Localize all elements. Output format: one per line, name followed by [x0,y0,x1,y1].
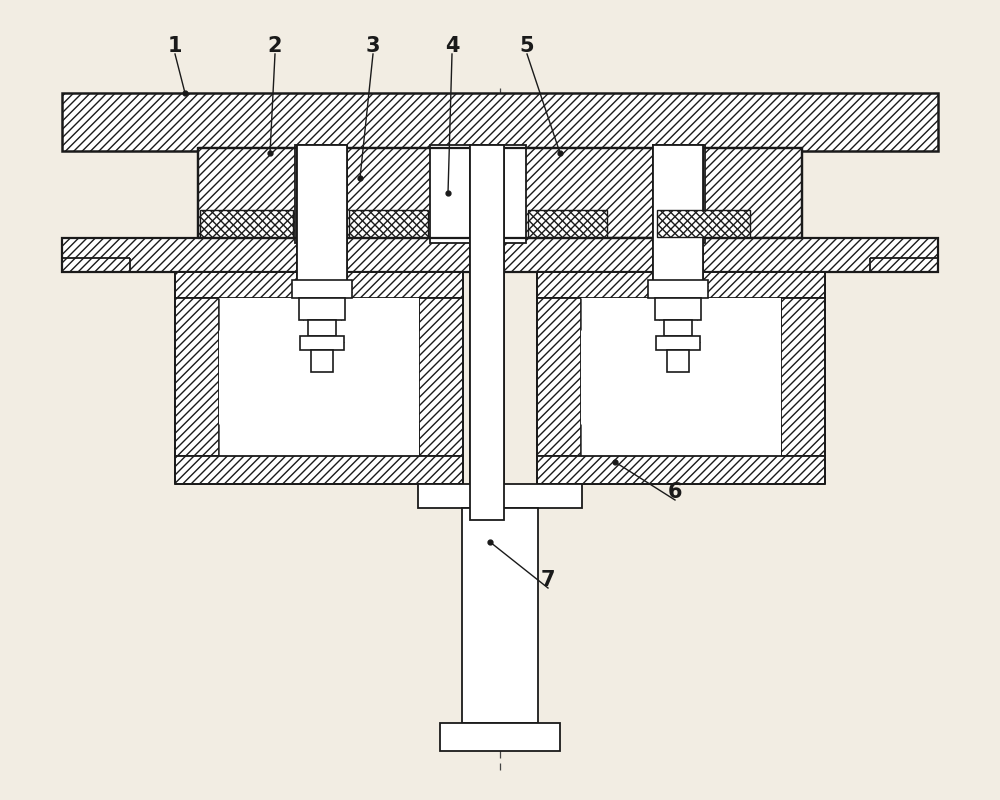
Bar [300,336,344,350]
Bar [311,350,333,372]
Bar [537,272,825,298]
Bar [297,145,347,297]
Bar [308,320,336,336]
Bar [655,298,701,320]
Text: 5: 5 [520,36,534,56]
Text: 2: 2 [268,36,282,56]
Bar [537,298,581,456]
Bar [175,456,463,484]
Bar [349,210,428,237]
Bar [528,210,607,237]
Bar [657,210,750,237]
Bar [198,148,802,238]
Bar [175,298,219,456]
Bar [781,298,825,456]
Bar [292,280,352,298]
Bar [581,298,781,456]
Bar [537,456,825,484]
Bar [419,298,463,456]
Bar [664,320,692,336]
Bar [200,210,293,237]
Bar [656,336,700,350]
Bar [62,93,938,151]
Bar [653,145,703,297]
Bar [295,145,347,243]
Bar [418,484,582,508]
Text: 6: 6 [668,482,682,502]
Bar [175,272,463,298]
Bar [476,145,526,243]
Bar [440,723,560,751]
Bar [219,298,419,456]
Bar [349,210,428,237]
Bar [200,210,293,237]
Bar [299,298,345,320]
Bar [430,145,480,243]
Bar [657,210,750,237]
Bar [653,145,705,243]
Bar [62,238,938,272]
Bar [528,210,607,237]
Text: 1: 1 [168,36,182,56]
Text: 7: 7 [541,570,555,590]
Text: 3: 3 [366,36,380,56]
Bar [462,508,538,723]
Bar [667,350,689,372]
Text: 4: 4 [445,36,459,56]
Bar [470,145,504,520]
Bar [648,280,708,298]
